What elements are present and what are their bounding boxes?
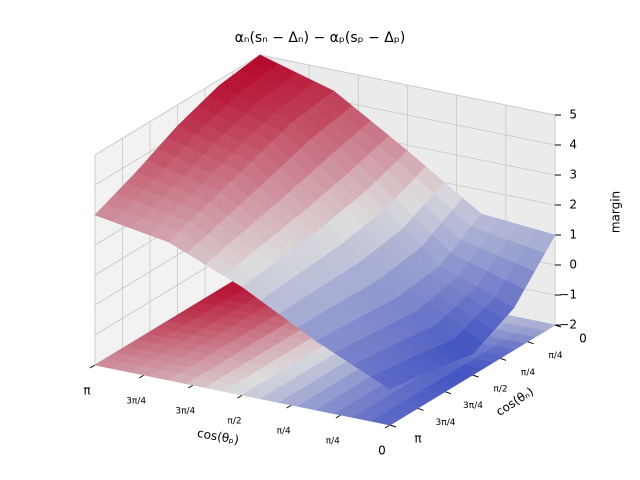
z-tick-label: 1 <box>569 228 577 242</box>
z-tick-label: 0 <box>569 258 577 272</box>
z-tick-label: −2 <box>559 318 577 332</box>
x-tick-label: 3π/4 <box>175 407 195 417</box>
y-tick <box>472 374 479 378</box>
floor-contour-cell <box>241 369 359 411</box>
surface-cell <box>176 85 294 163</box>
y-tick-label: 3π/4 <box>436 418 456 428</box>
y-tick <box>444 391 452 395</box>
x-tick <box>188 384 194 389</box>
y-tick-label: π/2 <box>493 385 507 395</box>
x-tick-label: 0 <box>378 444 386 458</box>
grid-line <box>94 54 261 156</box>
y-tick-label: π/4 <box>548 351 562 361</box>
floor-contour-cell <box>167 354 285 396</box>
x-axis-label: cos(θₚ) <box>196 426 240 447</box>
y-tick-label: π <box>414 432 421 446</box>
y-tick <box>389 424 397 428</box>
x-tick <box>384 424 391 429</box>
x-tick-label: π/4 <box>277 427 291 437</box>
chart-title: αₙ(sₙ − Δₙ) − αₚ(sₚ − Δₚ) <box>235 30 406 46</box>
z-tick-label: 5 <box>569 108 577 122</box>
x-tick <box>237 394 243 399</box>
z-axis-label: margin <box>609 191 623 233</box>
y-tick <box>527 341 534 345</box>
surface-cell <box>315 318 432 390</box>
x-tick-label: π/2 <box>227 417 241 427</box>
y-tick <box>499 357 507 361</box>
surface-cell <box>218 54 335 123</box>
y-tick-label: 0 <box>579 332 587 346</box>
floor-contour-cell <box>209 329 326 371</box>
grid-line <box>259 54 556 116</box>
surface-cell <box>356 296 474 371</box>
y-tick-label: π/4 <box>521 368 535 378</box>
x-tick-label: 3π/4 <box>126 397 146 407</box>
y-tick-label: 3π/4 <box>463 401 483 411</box>
surface-cell <box>324 190 441 298</box>
floor-contour-cell-facet <box>370 414 402 426</box>
x-tick <box>138 374 145 379</box>
x-tick <box>286 404 292 409</box>
surface-cell <box>439 213 556 309</box>
x-tick <box>89 364 96 369</box>
surface-cell <box>250 121 367 226</box>
y-tick <box>417 407 424 411</box>
x-tick-label: π <box>83 384 90 398</box>
surface-cell <box>365 150 482 267</box>
surface-cell <box>283 224 400 320</box>
floor-contour-cell <box>94 339 211 381</box>
z-tick-label: 3 <box>569 168 577 182</box>
x-tick <box>335 414 342 419</box>
floor-contour-cell <box>315 384 433 426</box>
surface-cell-facet <box>370 371 401 390</box>
z-tick-label: 4 <box>569 138 577 152</box>
surface-cell <box>241 255 359 342</box>
z-tick-label: 2 <box>569 198 577 212</box>
z-tick-label: −1 <box>559 288 577 302</box>
surface-cell <box>292 90 408 192</box>
surface-cell <box>168 201 285 288</box>
surface-cell <box>94 171 211 243</box>
x-tick-label: π/4 <box>326 437 340 447</box>
